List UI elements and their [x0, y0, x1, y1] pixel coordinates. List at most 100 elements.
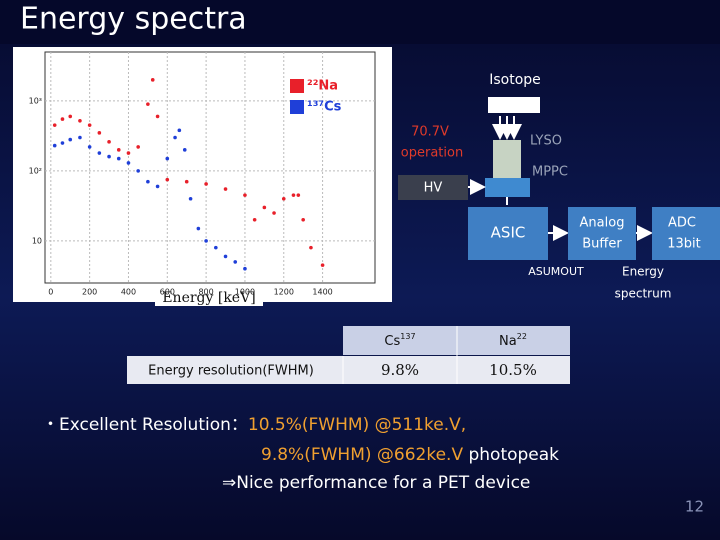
bullet-text: ・Excellent Resolution：: [42, 415, 248, 435]
source-box: [488, 97, 540, 113]
legend-swatch: [290, 79, 304, 93]
x-tick-label: 1400: [312, 288, 332, 297]
data-point: [116, 148, 121, 152]
diagram-label: HV: [424, 181, 443, 196]
bullet-line: 9.8%(FWHM) @662ke.V photopeak: [261, 445, 559, 465]
data-point: [165, 156, 170, 161]
plot-area: [44, 51, 376, 284]
diagram-label: 13bit: [667, 237, 701, 252]
data-point: [204, 182, 208, 186]
data-point: [146, 102, 150, 106]
data-point: [116, 156, 121, 161]
bullet-text: photopeak: [463, 445, 559, 465]
highlight: 9.8%(FWHM) @662ke.V: [261, 445, 463, 465]
data-point: [60, 141, 65, 145]
data-point: [60, 117, 65, 121]
bullet-line: ⇒Nice performance for a PET device: [222, 473, 530, 493]
data-point: [78, 118, 82, 123]
data-point: [188, 196, 193, 201]
diagram-label: ASUMOUT: [528, 265, 584, 278]
data-point: [68, 137, 73, 142]
data-point: [78, 135, 82, 140]
data-point: [107, 154, 111, 159]
diagram-label: LYSO: [530, 134, 562, 149]
data-point: [223, 254, 228, 259]
data-point: [320, 263, 325, 267]
y-axis-label: Counts: [20, 151, 34, 193]
x-label-bg: [155, 289, 263, 306]
data-point: [184, 179, 189, 184]
lyso-box: [493, 140, 521, 178]
data-point: [223, 187, 228, 191]
table-cell: 9.8%: [381, 361, 419, 379]
data-point: [177, 128, 182, 133]
data-point: [126, 151, 131, 155]
y-tick-label: 10²: [29, 166, 42, 175]
highlight: 10.5%(FWHM) @511ke.V,: [248, 415, 466, 435]
data-point: [309, 245, 313, 250]
legend-label: ²²Na: [307, 79, 338, 94]
bullet-line: ・Excellent Resolution：10.5%(FWHM) @511ke…: [42, 415, 466, 435]
x-tick-label: 0: [48, 288, 53, 297]
data-point: [97, 151, 102, 155]
data-point: [155, 184, 160, 189]
diagram-label: operation: [401, 146, 463, 161]
data-point: [150, 78, 155, 82]
y-tick-label: 10³: [29, 96, 42, 105]
table-cell: 10.5%: [489, 361, 537, 379]
legend-swatch: [290, 100, 304, 114]
data-point: [173, 135, 177, 140]
data-point: [107, 140, 111, 144]
table-row: [127, 356, 570, 384]
data-point: [136, 145, 140, 149]
table-header-cell: Na22: [499, 332, 527, 349]
x-tick-label: 200: [82, 288, 97, 297]
data-point: [243, 193, 247, 197]
title-bar: [0, 0, 720, 44]
x-tick-label: 1200: [274, 288, 294, 297]
mass-number: 137: [400, 332, 415, 341]
adc-box: [652, 207, 720, 260]
x-tick-label: 800: [198, 288, 213, 297]
data-point: [52, 123, 57, 127]
table-row-label: Energy resolution(FWHM): [148, 364, 314, 379]
diagram-label: ASIC: [491, 224, 526, 242]
data-point: [272, 211, 276, 215]
plot-panel: [13, 47, 392, 302]
data-point: [214, 245, 218, 250]
diagram-label: Buffer: [582, 237, 622, 252]
data-point: [233, 260, 238, 264]
diagram-label: ADC: [668, 216, 696, 231]
diagram-label: 70.7V: [411, 125, 449, 140]
data-point: [252, 218, 257, 222]
page-number: 12: [685, 498, 704, 516]
data-point: [68, 114, 73, 119]
data-point: [291, 193, 296, 197]
asic-box: [468, 207, 548, 260]
legend-label: ¹³⁷Cs: [307, 100, 342, 115]
y-tick-label: 10: [32, 236, 42, 245]
data-point: [87, 123, 92, 127]
table-header-cell: Cs137: [384, 332, 415, 349]
data-point: [182, 148, 187, 152]
hv-box: [398, 175, 468, 200]
mass-number: 22: [517, 332, 527, 341]
diagram-label: Energy: [622, 265, 664, 279]
data-point: [296, 193, 301, 197]
data-point: [126, 161, 131, 165]
diagram-label: Analog: [580, 216, 625, 231]
diagram-label: Isotope: [489, 72, 541, 88]
data-point: [243, 266, 247, 271]
data-point: [52, 143, 57, 148]
element: Cs: [384, 334, 400, 349]
data-point: [97, 131, 102, 135]
diagram-label: spectrum: [615, 287, 672, 301]
slide-title: Energy spectra: [20, 2, 247, 37]
x-tick-label: 1000: [235, 288, 255, 297]
data-point: [165, 177, 170, 182]
data-point: [204, 239, 208, 243]
buffer-box: [568, 207, 636, 260]
data-point: [262, 205, 267, 210]
data-point: [146, 179, 150, 184]
